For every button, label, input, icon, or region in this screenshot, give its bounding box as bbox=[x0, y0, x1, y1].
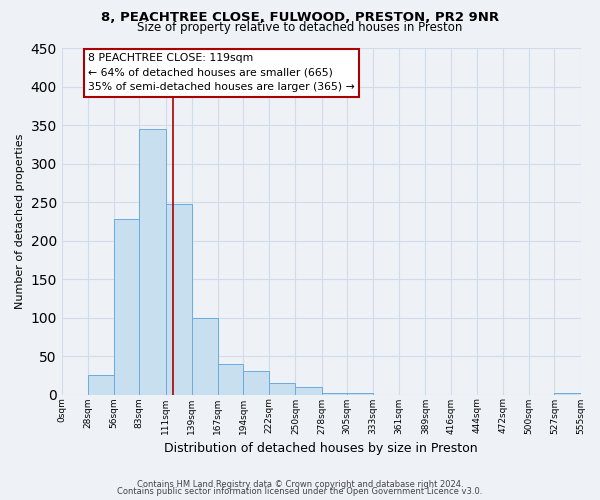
Bar bbox=[269, 383, 295, 394]
Bar bbox=[347, 393, 373, 394]
Bar bbox=[88, 376, 114, 394]
Text: 8, PEACHTREE CLOSE, FULWOOD, PRESTON, PR2 9NR: 8, PEACHTREE CLOSE, FULWOOD, PRESTON, PR… bbox=[101, 11, 499, 24]
Bar bbox=[243, 372, 269, 394]
Text: Contains HM Land Registry data © Crown copyright and database right 2024.: Contains HM Land Registry data © Crown c… bbox=[137, 480, 463, 489]
Bar bbox=[554, 393, 581, 394]
Y-axis label: Number of detached properties: Number of detached properties bbox=[15, 134, 25, 309]
Text: Size of property relative to detached houses in Preston: Size of property relative to detached ho… bbox=[137, 22, 463, 35]
Bar bbox=[322, 393, 347, 394]
Bar bbox=[192, 318, 218, 394]
X-axis label: Distribution of detached houses by size in Preston: Distribution of detached houses by size … bbox=[164, 442, 478, 455]
Text: Contains public sector information licensed under the Open Government Licence v3: Contains public sector information licen… bbox=[118, 487, 482, 496]
Bar bbox=[218, 364, 243, 394]
Text: 8 PEACHTREE CLOSE: 119sqm
← 64% of detached houses are smaller (665)
35% of semi: 8 PEACHTREE CLOSE: 119sqm ← 64% of detac… bbox=[88, 54, 355, 92]
Bar bbox=[114, 219, 139, 394]
Bar bbox=[166, 204, 192, 394]
Bar bbox=[139, 129, 166, 394]
Bar bbox=[295, 387, 322, 394]
